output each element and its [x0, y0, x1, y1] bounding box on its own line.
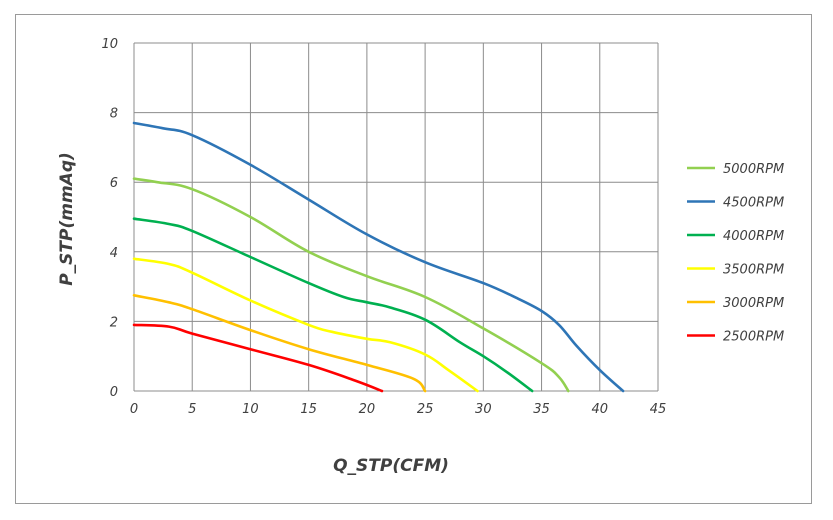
- x-tick-label: 40: [592, 402, 609, 417]
- legend-label-4500rpm: 4500RPM: [723, 196, 784, 211]
- series-line-2500rpm: [132, 323, 384, 393]
- x-tick-label: 5: [188, 402, 196, 417]
- grid: [133, 42, 659, 392]
- x-tick-label: 25: [417, 402, 434, 417]
- legend: 5000RPM 4500RPM 4000RPM 3500RPM 3000RPM 2500R…: [687, 162, 784, 345]
- series-line-3000rpm: [132, 294, 427, 393]
- x-tick-label: 0: [130, 402, 138, 417]
- series-line-4000rpm: [132, 217, 534, 393]
- y-tick-label: 10: [101, 37, 118, 52]
- legend-label-3500rpm: 3500RPM: [723, 263, 784, 278]
- y-tick-label: 6: [110, 176, 118, 191]
- y-tick-label: 8: [110, 107, 118, 122]
- series-lines: [132, 121, 625, 393]
- x-tick-label: 45: [650, 402, 667, 417]
- series-line-3500rpm: [132, 257, 479, 393]
- y-tick-label: 4: [110, 246, 118, 261]
- x-axis-label: Q_STP(CFM): [333, 456, 449, 476]
- y-tick-label: 0: [110, 385, 118, 400]
- x-tick-label: 20: [359, 402, 376, 417]
- x-tick-label: 15: [300, 402, 317, 417]
- legend-label-2500rpm: 2500RPM: [723, 330, 784, 345]
- legend-label-3000rpm: 3000RPM: [723, 296, 784, 311]
- y-tick-labels: 0 2 4 6 8 10: [101, 37, 118, 400]
- chart-frame: [15, 14, 812, 504]
- y-axis-label: P_STP(mmAq): [57, 152, 77, 286]
- x-tick-label: 35: [533, 402, 550, 417]
- y-tick-label: 2: [110, 315, 118, 330]
- series-line-4500rpm: [132, 121, 625, 393]
- x-tick-label: 10: [242, 402, 259, 417]
- legend-label-5000rpm: 5000RPM: [723, 162, 784, 177]
- series-line-5000rpm: [132, 177, 570, 393]
- x-tick-label: 30: [475, 402, 492, 417]
- x-tick-labels: 0 5 10 15 20 25 30 35 40 45: [130, 402, 666, 417]
- legend-label-4000rpm: 4000RPM: [723, 229, 784, 244]
